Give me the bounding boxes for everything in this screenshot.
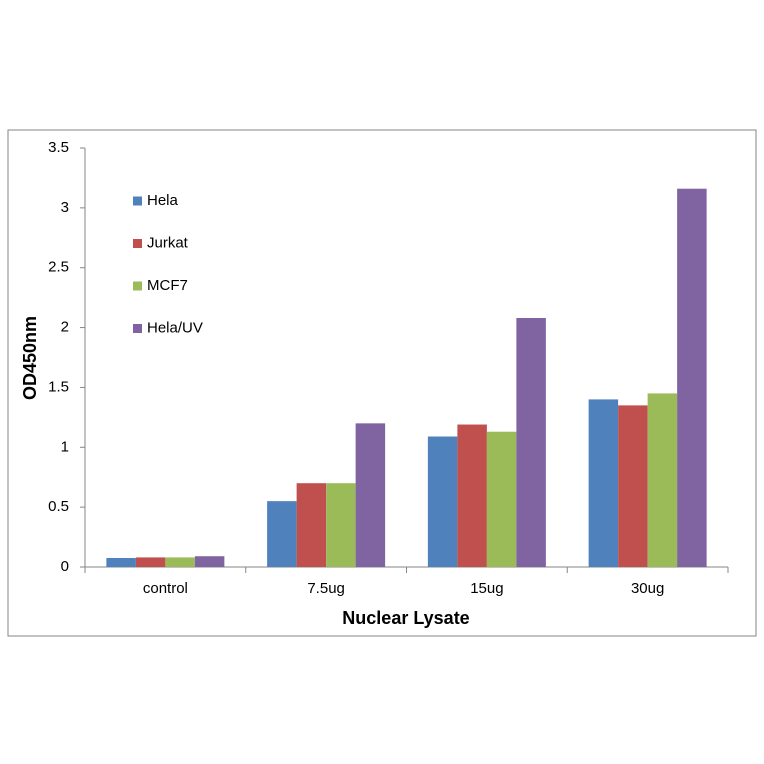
x-tick-label: 30ug [631, 580, 664, 597]
y-tick-label: 0 [61, 558, 69, 575]
legend-swatch [133, 196, 142, 206]
x-tick-label: control [143, 580, 188, 597]
y-tick-label: 3 [61, 199, 69, 216]
bar [677, 188, 707, 567]
bar [355, 423, 386, 567]
bar [165, 557, 195, 567]
legend-swatch [133, 324, 142, 333]
bar [194, 556, 225, 567]
bar [106, 558, 136, 567]
bar [516, 317, 546, 567]
y-tick-label: 2 [61, 319, 69, 336]
y-axis-title: OD450nm [20, 316, 40, 400]
legend-label: Hela/UV [147, 319, 203, 336]
legend-swatch [133, 281, 142, 291]
bar [618, 405, 648, 567]
bar [135, 557, 166, 567]
x-tick-label: 15ug [470, 580, 503, 597]
bar [427, 436, 458, 567]
legend-label: MCF7 [147, 277, 188, 294]
bar [647, 393, 678, 567]
legend-label: Hela [147, 192, 179, 209]
bar [457, 424, 487, 567]
legend-swatch [133, 239, 142, 248]
bar [296, 483, 327, 567]
y-tick-label: 2.5 [48, 259, 69, 276]
y-tick-label: 3.5 [48, 139, 69, 156]
legend-label: Jurkat [147, 234, 189, 251]
y-tick-label: 0.5 [48, 498, 69, 515]
y-tick-label: 1 [61, 438, 69, 455]
x-tick-label: 7.5ug [307, 580, 345, 597]
bar [486, 431, 517, 567]
bar [326, 483, 356, 567]
bar [267, 501, 297, 567]
y-tick-label: 1.5 [48, 378, 69, 395]
bar [588, 399, 619, 567]
x-axis-title: Nuclear Lysate [342, 608, 469, 628]
